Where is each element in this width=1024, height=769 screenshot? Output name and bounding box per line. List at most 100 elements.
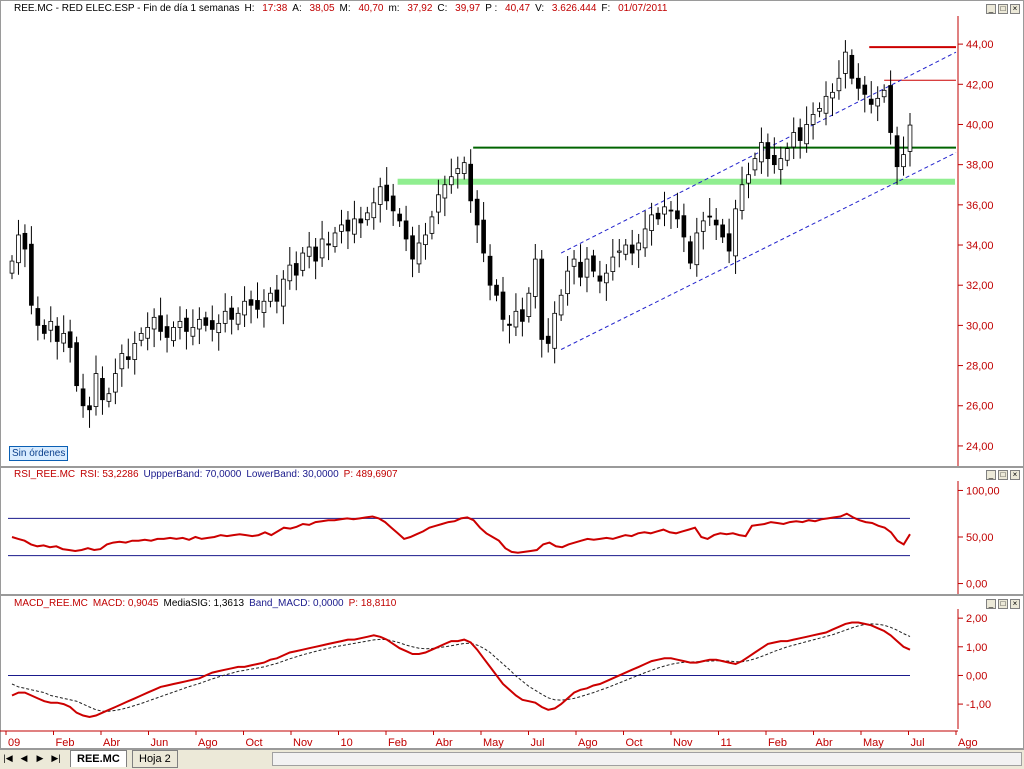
candle-body	[539, 258, 545, 340]
first-sheet-icon[interactable]: |◀	[3, 753, 13, 763]
close-icon[interactable]: ×	[1010, 4, 1020, 14]
candle-body	[513, 310, 519, 328]
candle-body	[274, 289, 280, 302]
candle-body	[125, 356, 131, 360]
minimize-icon[interactable]: _	[986, 599, 996, 609]
price-title-part-4: 38,05	[309, 3, 335, 14]
candle-body	[772, 155, 777, 166]
date-tick-label: Ago	[958, 737, 978, 749]
candle-body	[507, 323, 512, 326]
sin-ordenes-badge[interactable]: Sin órdenes	[9, 446, 69, 461]
candle-body	[113, 373, 118, 393]
date-tick-label: Oct	[626, 737, 643, 749]
price-title-part-14: 3.626.444	[551, 3, 597, 14]
next-sheet-icon[interactable]: ▶	[36, 753, 44, 763]
candle-body	[746, 174, 751, 184]
macd-tick-label: 2,00	[966, 613, 987, 625]
date-tick-label: Jun	[151, 737, 169, 749]
candle-body	[759, 142, 764, 163]
channel-lower-line	[560, 152, 957, 350]
candle-body	[487, 255, 493, 286]
candle-body	[177, 320, 183, 328]
price-tick-label: 34,00	[966, 240, 994, 252]
candle-body	[151, 316, 157, 330]
prev-sheet-icon[interactable]: ◀	[20, 753, 28, 763]
candle-body	[436, 194, 441, 213]
candle-body	[881, 89, 887, 98]
channel-upper-line	[560, 51, 957, 254]
candle-body	[390, 195, 396, 212]
rsi-title-part-1: RSI: 53,2286	[80, 469, 139, 480]
candle-body	[778, 158, 784, 170]
candle-body	[255, 300, 260, 310]
rsi-title-part-4: P: 489,6907	[343, 469, 398, 480]
candle-body	[662, 206, 667, 215]
candle-body	[739, 184, 745, 211]
macd-tick-label: 1,00	[966, 642, 987, 654]
candle-body	[804, 124, 809, 145]
candle-body	[907, 124, 913, 152]
close-icon[interactable]: ×	[1010, 470, 1020, 480]
candle-body	[293, 263, 299, 276]
macd-tick-label: -1,00	[966, 699, 991, 711]
candle-body	[326, 243, 331, 246]
candle-body	[119, 353, 125, 370]
candle-body	[41, 324, 47, 334]
candle-body	[552, 312, 558, 349]
maximize-icon[interactable]: □	[998, 470, 1008, 480]
candle-body	[752, 158, 758, 171]
rsi-tick-label: 100,00	[966, 485, 1000, 497]
price-title-part-2: 17:38	[262, 3, 288, 14]
tab-hoja-2[interactable]: Hoja 2	[132, 750, 178, 768]
candle-body	[901, 154, 906, 168]
candle-body	[306, 246, 312, 257]
close-icon[interactable]: ×	[1010, 599, 1020, 609]
date-tick-label: Jul	[531, 737, 545, 749]
price-tick-label: 30,00	[966, 320, 994, 332]
minimize-icon[interactable]: _	[986, 470, 996, 480]
candle-body	[345, 219, 351, 232]
candle-body	[261, 300, 267, 313]
candle-body	[158, 315, 163, 332]
date-tick-label: 10	[341, 737, 353, 749]
candle-body	[229, 307, 234, 320]
date-tick-label: Abr	[816, 737, 833, 749]
candle-body	[571, 258, 577, 267]
price-panel-title: REE.MC - RED ELEC.ESP - Fin de día 1 sem…	[14, 3, 672, 15]
maximize-icon[interactable]: □	[998, 4, 1008, 14]
candle-body	[9, 260, 15, 274]
horizontal-scrollbar[interactable]	[272, 752, 1022, 766]
candle-body	[287, 264, 293, 282]
candle-body	[668, 209, 674, 212]
candle-body	[461, 162, 467, 174]
candle-body	[636, 242, 641, 251]
candle-body	[16, 234, 21, 264]
candle-body	[197, 318, 202, 330]
candle-body	[300, 252, 306, 271]
candle-body	[565, 270, 570, 295]
candle-body	[791, 132, 797, 148]
price-title-part-5: M:	[339, 3, 354, 14]
candle-body	[655, 212, 661, 220]
candle-body	[352, 218, 357, 235]
candle-body	[319, 238, 325, 259]
candle-body	[403, 220, 409, 240]
date-tick-label: Jul	[911, 737, 925, 749]
candle-body	[209, 320, 215, 330]
macd-title-part-1: MACD: 0,9045	[92, 598, 159, 609]
maximize-icon[interactable]: □	[998, 599, 1008, 609]
candle-body	[474, 198, 480, 226]
candle-body	[688, 241, 693, 264]
last-sheet-icon[interactable]: ▶|	[51, 753, 61, 763]
price-title-part-11: P :	[485, 3, 501, 14]
price-tick-label: 38,00	[966, 160, 994, 172]
candle-body	[235, 312, 241, 325]
date-tick-label: Nov	[293, 737, 313, 749]
candle-body	[80, 388, 86, 407]
rsi-title-part-0: RSI_REE.MC	[14, 469, 76, 480]
candle-body	[339, 224, 344, 232]
minimize-icon[interactable]: _	[986, 4, 996, 14]
price-tick-label: 24,00	[966, 441, 994, 453]
macd-title-part-3: Band_MACD: 0,0000	[249, 598, 344, 609]
tab-ree-mc[interactable]: REE.MC	[70, 750, 127, 767]
